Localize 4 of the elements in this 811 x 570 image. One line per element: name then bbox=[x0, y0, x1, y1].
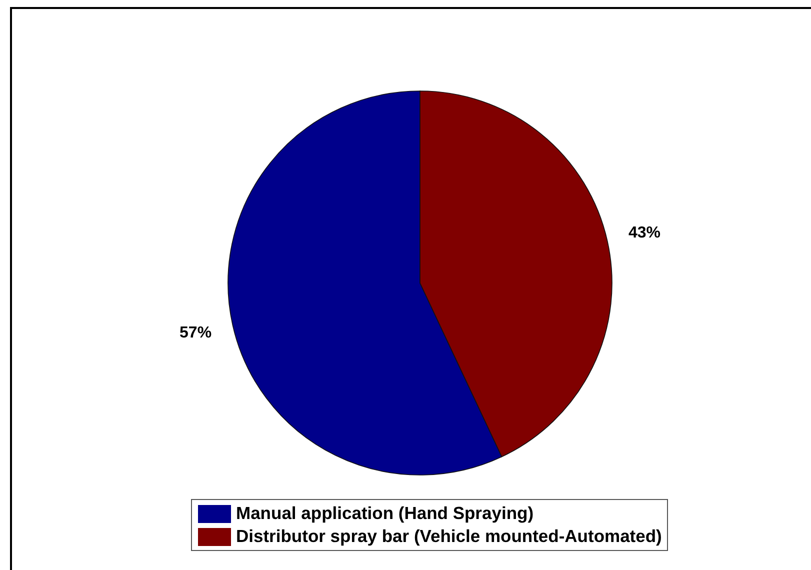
data-label: 43% bbox=[628, 224, 660, 242]
data-label: 57% bbox=[180, 324, 212, 342]
legend-label: Distributor spray bar (Vehicle mounted-Automated) bbox=[236, 525, 662, 548]
legend-label: Manual application (Hand Spraying) bbox=[236, 502, 534, 525]
